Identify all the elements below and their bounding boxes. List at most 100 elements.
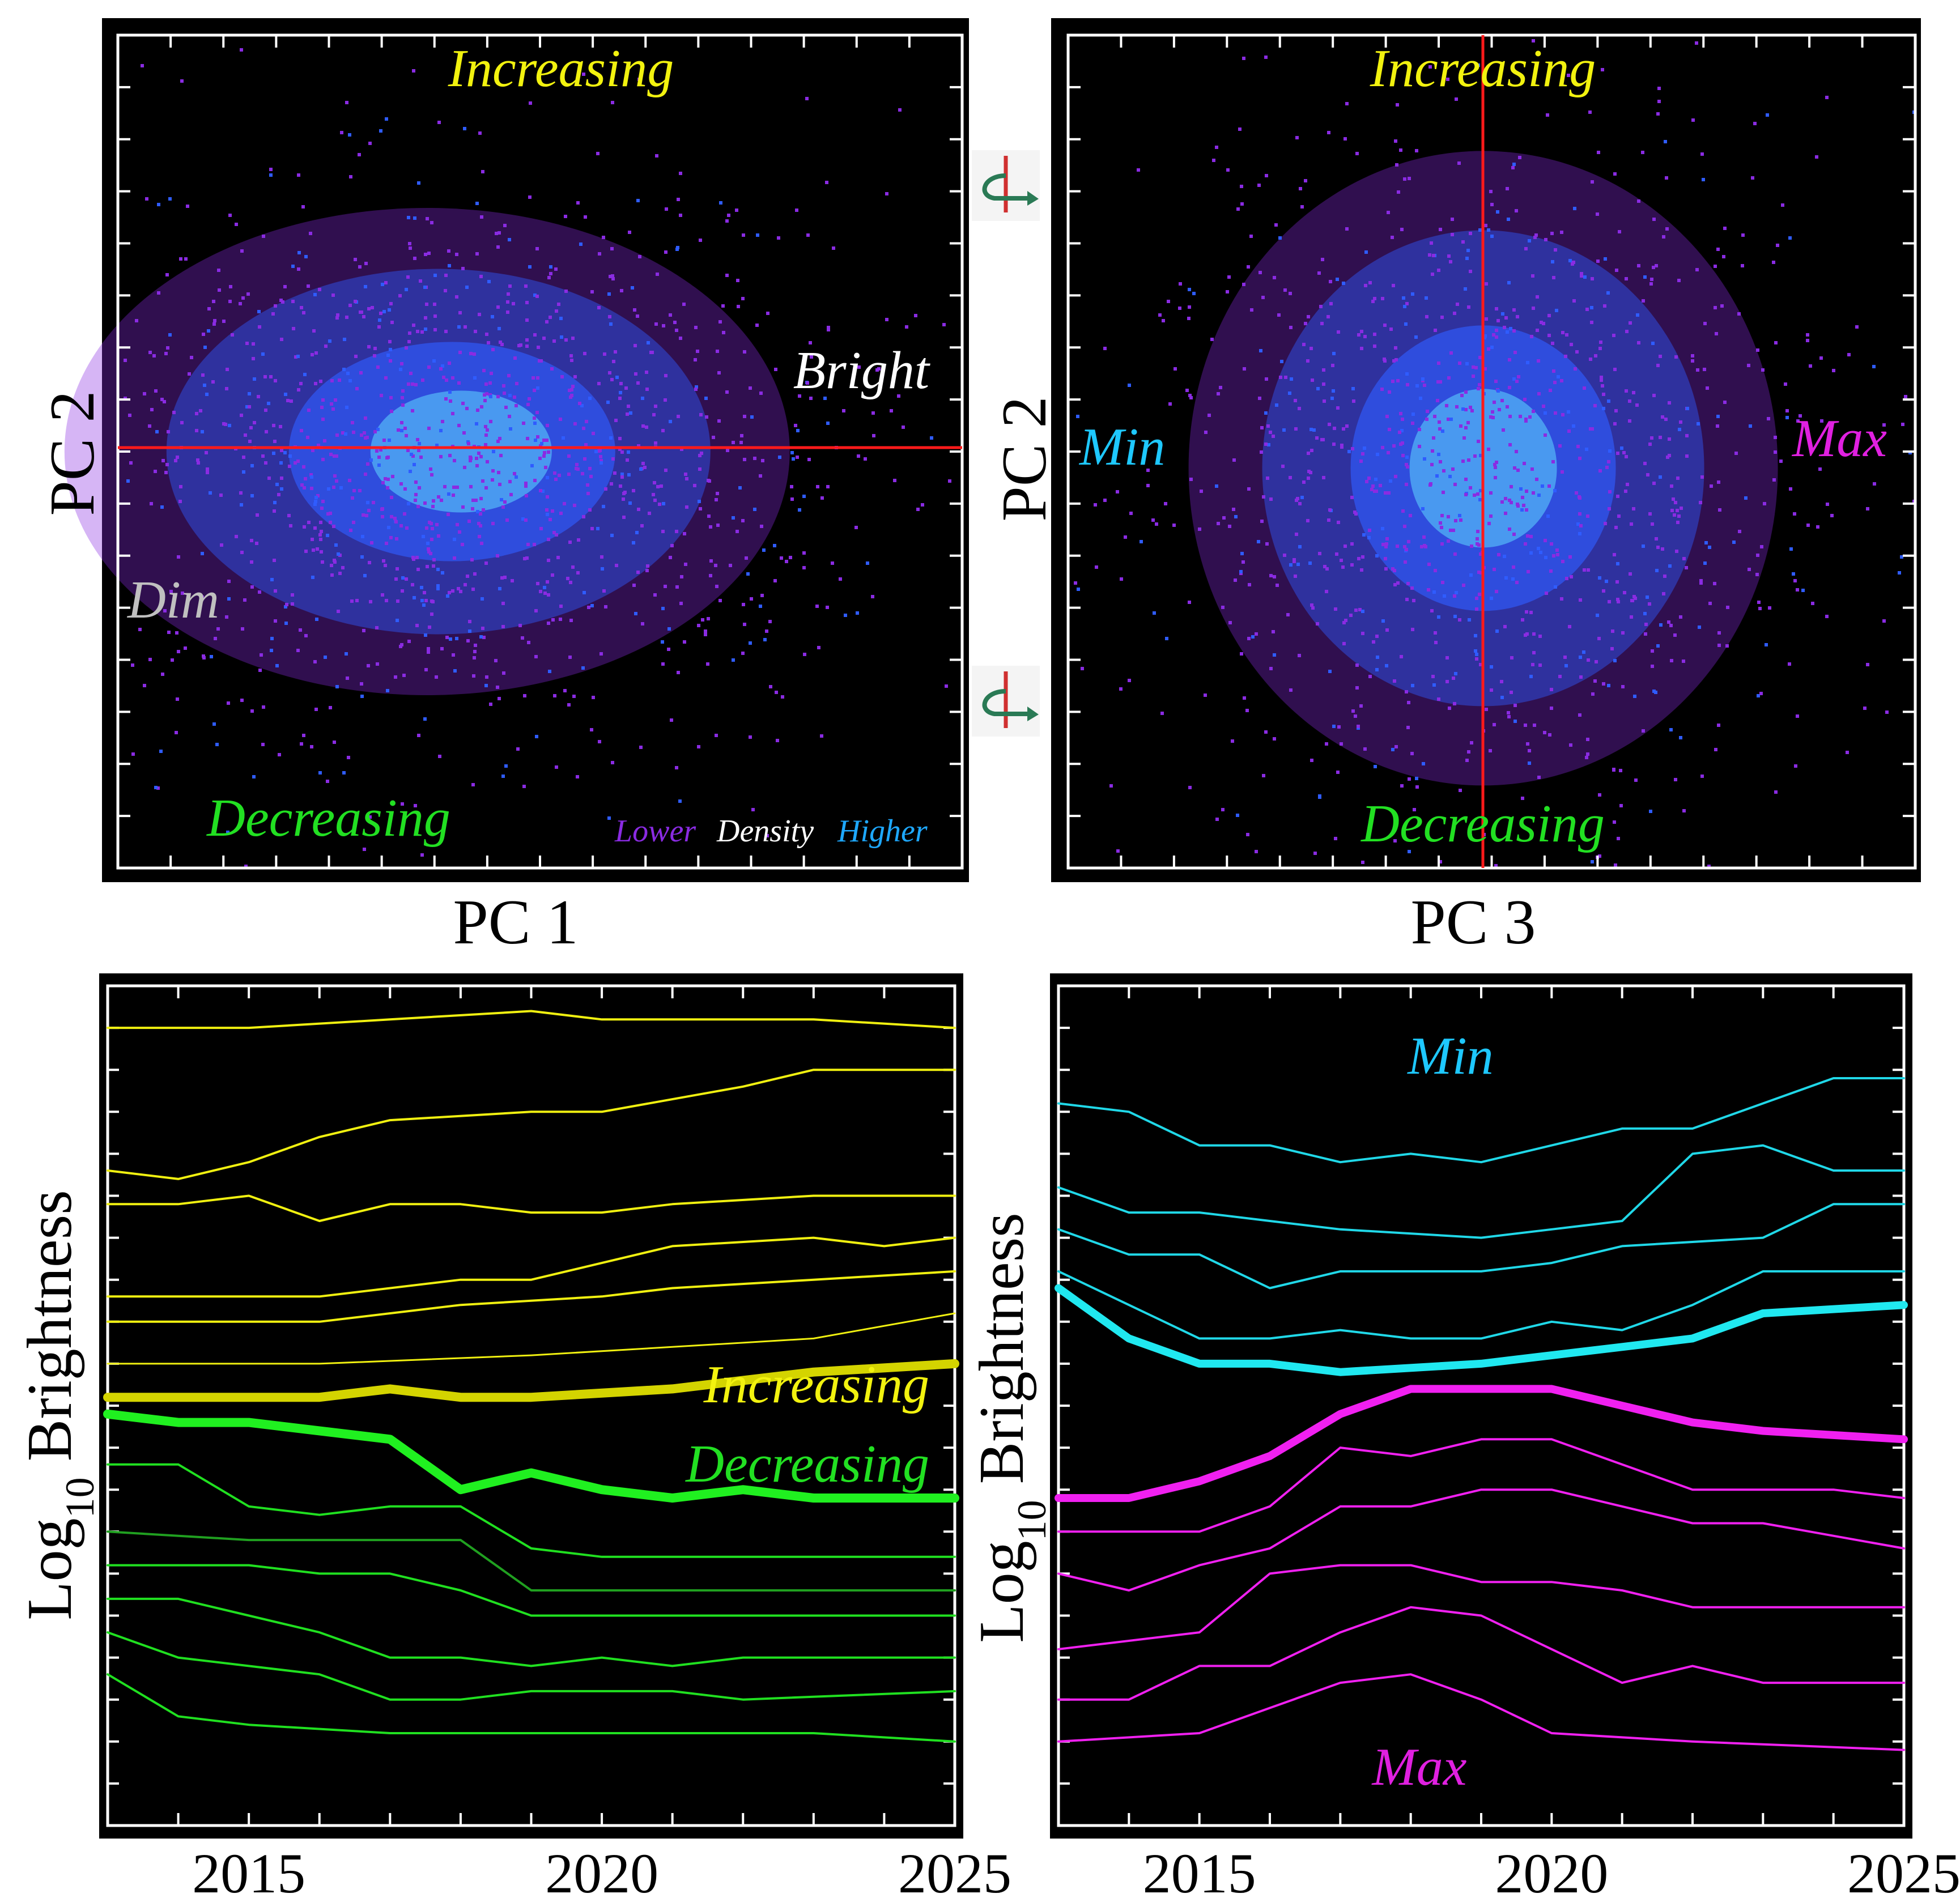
density-point — [766, 834, 769, 837]
density-point — [1264, 411, 1268, 415]
density-point — [694, 326, 698, 329]
density-point — [180, 79, 184, 83]
density-point — [274, 304, 277, 308]
density-point — [381, 515, 384, 518]
density-point — [1439, 380, 1442, 384]
density-point — [1406, 383, 1409, 386]
density-point — [619, 391, 622, 394]
density-point — [161, 459, 165, 462]
density-point — [243, 598, 246, 602]
density-point — [1361, 610, 1364, 613]
density-point — [430, 221, 433, 224]
density-point — [792, 457, 795, 461]
density-point — [1546, 514, 1550, 518]
density-point — [1554, 585, 1557, 589]
density-point — [1700, 152, 1704, 156]
density-point — [1451, 467, 1455, 471]
density-point — [1636, 313, 1639, 317]
density-point — [1465, 257, 1469, 260]
density-point — [1614, 526, 1618, 529]
density-point — [1329, 280, 1332, 283]
density-point — [1500, 399, 1504, 402]
density-point — [1342, 427, 1345, 431]
density-point — [1192, 292, 1196, 295]
density-point — [496, 395, 500, 398]
density-point — [1247, 265, 1250, 269]
density-point — [1103, 347, 1107, 350]
density-point — [634, 344, 637, 347]
density-point — [1630, 615, 1633, 619]
density-point — [382, 439, 386, 442]
density-point — [1493, 568, 1496, 571]
density-point — [331, 293, 335, 297]
density-point — [1815, 155, 1818, 159]
density-point — [228, 300, 232, 303]
density-point — [428, 626, 431, 629]
density-point — [1590, 321, 1593, 324]
density-point — [1360, 347, 1363, 350]
density-point — [1465, 759, 1469, 762]
density-point — [484, 425, 487, 428]
density-point — [461, 402, 465, 405]
density-point — [1442, 469, 1445, 473]
density-point — [581, 472, 584, 475]
density-point — [575, 463, 579, 466]
density-point — [1608, 449, 1612, 453]
density-point — [1602, 393, 1605, 396]
density-point — [355, 387, 359, 390]
density-point — [441, 420, 444, 423]
density-point — [1262, 774, 1265, 777]
density-point — [532, 376, 535, 380]
density-point — [242, 470, 245, 474]
density-point — [1597, 151, 1600, 154]
density-point — [1316, 387, 1320, 390]
density-point — [381, 481, 385, 484]
density-point — [289, 524, 292, 527]
density-point — [1551, 342, 1554, 345]
panel-min-max-lightcurves: 2015 2020 2025 Min Max Log10 Brightness — [967, 973, 1960, 1902]
density-point — [476, 409, 479, 412]
density-point — [1504, 316, 1508, 320]
density-point — [1275, 403, 1278, 407]
density-point — [479, 512, 482, 516]
density-point — [1445, 404, 1448, 407]
density-point — [482, 636, 486, 639]
density-point — [1758, 607, 1762, 610]
density-point — [1468, 618, 1471, 622]
density-point — [1464, 287, 1467, 291]
density-point — [367, 345, 371, 348]
density-point — [1510, 691, 1513, 694]
density-point — [363, 848, 366, 851]
density-point — [401, 396, 404, 399]
density-point — [1289, 476, 1292, 479]
density-point — [631, 286, 634, 290]
series-line-min-4 — [1057, 1270, 1905, 1340]
density-point — [1796, 588, 1799, 592]
density-point — [1243, 696, 1246, 700]
density-point — [320, 530, 323, 533]
density-point — [177, 650, 180, 653]
density-point — [1796, 714, 1799, 718]
density-point — [573, 504, 576, 507]
density-point — [1430, 241, 1433, 245]
density-point — [679, 337, 682, 340]
density-point — [358, 489, 362, 492]
density-point — [1882, 423, 1886, 427]
density-point — [1510, 656, 1513, 659]
density-point — [1529, 611, 1533, 614]
density-point — [877, 367, 881, 371]
density-point — [1832, 369, 1835, 372]
density-point — [526, 437, 529, 440]
density-point — [609, 275, 612, 278]
density-point — [1679, 420, 1682, 424]
density-point — [423, 717, 427, 721]
density-point — [1900, 555, 1903, 559]
density-point — [1076, 415, 1079, 418]
density-point — [526, 543, 530, 546]
density-point — [451, 412, 454, 415]
density-point — [1605, 466, 1609, 469]
density-point — [816, 485, 819, 488]
density-point — [611, 457, 615, 461]
density-point — [1272, 435, 1275, 438]
density-point — [1371, 300, 1375, 303]
